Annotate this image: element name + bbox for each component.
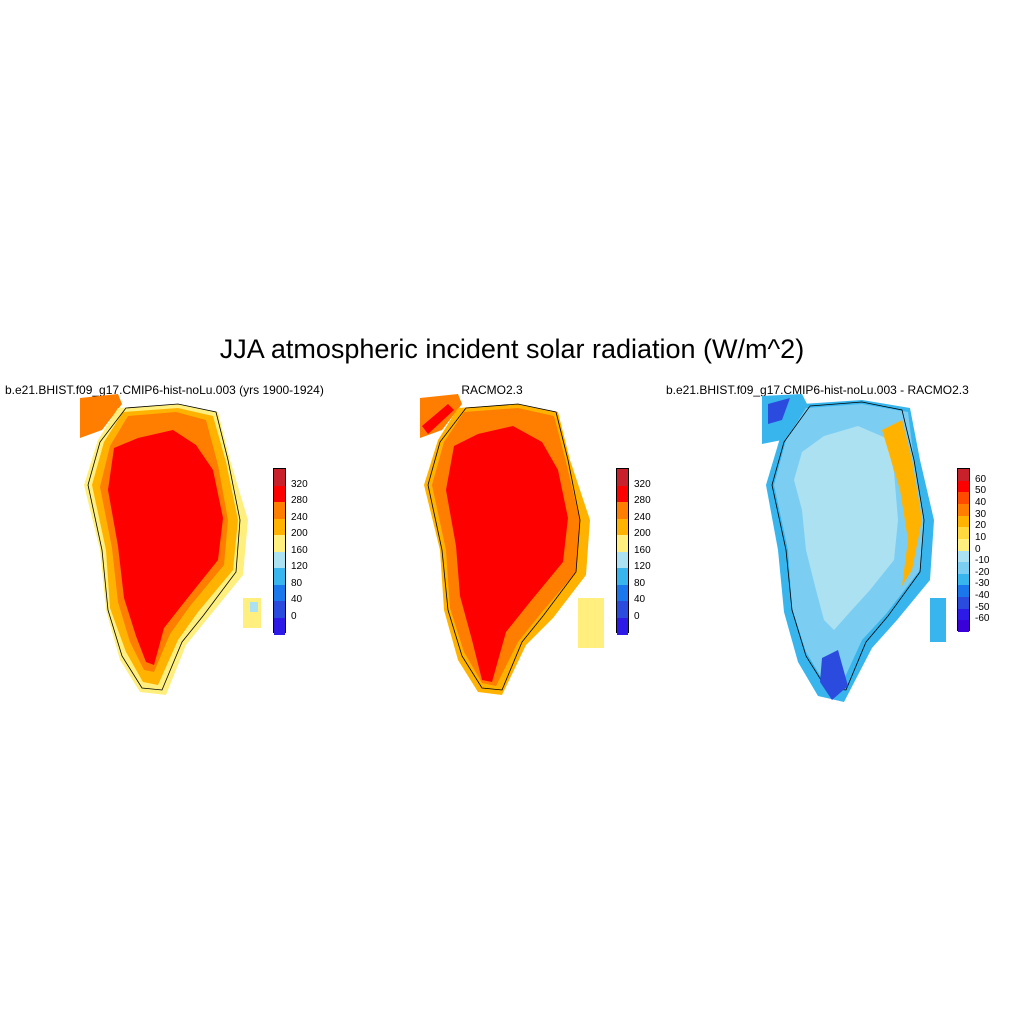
colorbar-tick-label: 40: [634, 594, 646, 605]
figure-title: JJA atmospheric incident solar radiation…: [219, 334, 805, 364]
colorbar-segment: [274, 584, 285, 602]
colorbar-segment: [958, 550, 969, 563]
colorbar-tick-label: 80: [634, 577, 646, 589]
colorbar-tick-label: -10: [975, 555, 990, 567]
colorbar-segment: [958, 538, 969, 551]
colorbar-tick-label: 40: [291, 594, 303, 605]
colorbar-segment: [274, 469, 285, 486]
colorbar-tick-label: -30: [975, 578, 990, 590]
ice-sheet-interior: [794, 426, 898, 630]
iceland-patch-cool: [250, 602, 258, 612]
colorbar-segment: [617, 601, 628, 618]
ellesmere-region-hot: [422, 404, 454, 434]
panel-title-racmo: RACMO2.3: [461, 383, 523, 397]
colorbar-segment: [274, 568, 285, 585]
colorbar-strip: [273, 468, 286, 635]
colorbar-tick-label: 240: [291, 511, 308, 523]
colorbar-tick-label: 0: [634, 610, 640, 622]
colorbar-segment: [958, 515, 969, 528]
colorbar-segment: [958, 608, 969, 621]
colorbar-tick-label: 20: [975, 520, 987, 532]
colorbar-tick-label: 80: [291, 577, 303, 589]
colorbar-tick-label: 120: [291, 561, 308, 572]
colorbar-tick-label: 0: [291, 610, 297, 622]
ice-sheet-interior: [446, 426, 568, 682]
colorbar-segment: [617, 469, 628, 486]
colorbar-segment: [274, 551, 285, 569]
colorbar-tick-label: 320: [634, 478, 651, 490]
ellesmere-region-neg: [768, 398, 790, 424]
map-panel-racmo: [420, 394, 604, 695]
south-tip-negative: [820, 650, 848, 700]
colorbar-tick-label: -60: [975, 613, 990, 625]
ellesmere-region: [80, 394, 122, 438]
iceland-patch: [578, 598, 604, 648]
colorbar-segment: [617, 551, 628, 569]
colorbar-tick-label: 280: [634, 495, 651, 506]
colorbar-segment: [958, 620, 969, 633]
coastline: [771, 401, 925, 691]
colorbar-tick-label: 320: [291, 478, 308, 490]
colorbar-segment: [958, 469, 969, 482]
colorbar-tick-label: 200: [291, 528, 308, 539]
coastline: [87, 403, 241, 691]
map-panel-difference: [762, 394, 946, 702]
colorbar-tick-label: 10: [975, 531, 987, 543]
colorbar-segment: [617, 617, 628, 635]
colorbar-segment: [617, 502, 628, 519]
colorbar-segment: [274, 502, 285, 519]
colorbar-segment: [958, 585, 969, 598]
colorbar-tick-label: -40: [975, 590, 990, 602]
colorbar-tick-label: 40: [975, 496, 987, 508]
colorbar-segment: [274, 518, 285, 536]
colorbar-tick-label: 120: [634, 561, 651, 572]
colorbar-tick-label: 30: [975, 508, 987, 520]
panel-title-model: b.e21.BHIST.f09_g17.CMIP6-hist-noLu.003 …: [5, 383, 324, 397]
colorbar-segment: [274, 485, 285, 503]
colorbar-tick-label: 60: [975, 473, 987, 485]
colorbar-segment: [958, 597, 969, 610]
east-coast-positive: [882, 420, 922, 586]
colorbar-tick-label: 50: [975, 485, 987, 497]
map-panel-model: [80, 394, 261, 695]
colorbar-segment: [274, 535, 285, 552]
colorbar-tick-label: -50: [975, 601, 990, 613]
colorbar-segment: [958, 503, 969, 517]
colorbar-tick-label: 160: [634, 544, 651, 556]
colorbar-segment: [274, 601, 285, 618]
colorbar-segment: [958, 573, 969, 586]
colorbar-segment: [617, 485, 628, 503]
colorbar-segment: [958, 480, 969, 493]
colorbar-segment: [617, 518, 628, 536]
colorbar-tick-label: 240: [634, 511, 651, 523]
colorbar-segment: [958, 492, 969, 505]
colorbar-strip: [616, 468, 629, 635]
colorbar-segment: [617, 535, 628, 552]
colorbar-segment: [274, 617, 285, 635]
colorbar-segment: [617, 568, 628, 585]
iceland-patch: [930, 598, 946, 642]
ice-sheet-interior: [108, 430, 223, 665]
colorbar-tick-label: 0: [975, 543, 981, 555]
colorbar-tick-label: 280: [291, 495, 308, 506]
colorbar-strip: [957, 468, 970, 633]
colorbar-segment: [617, 584, 628, 602]
coastline: [427, 403, 581, 691]
colorbar-tick-label: 160: [291, 544, 308, 556]
colorbar-segment: [958, 562, 969, 575]
panel-title-difference: b.e21.BHIST.f09_g17.CMIP6-hist-noLu.003 …: [666, 383, 969, 397]
colorbar-tick-label: 200: [634, 528, 651, 539]
colorbar-tick-label: -20: [975, 566, 990, 578]
colorbar-segment: [958, 527, 969, 540]
